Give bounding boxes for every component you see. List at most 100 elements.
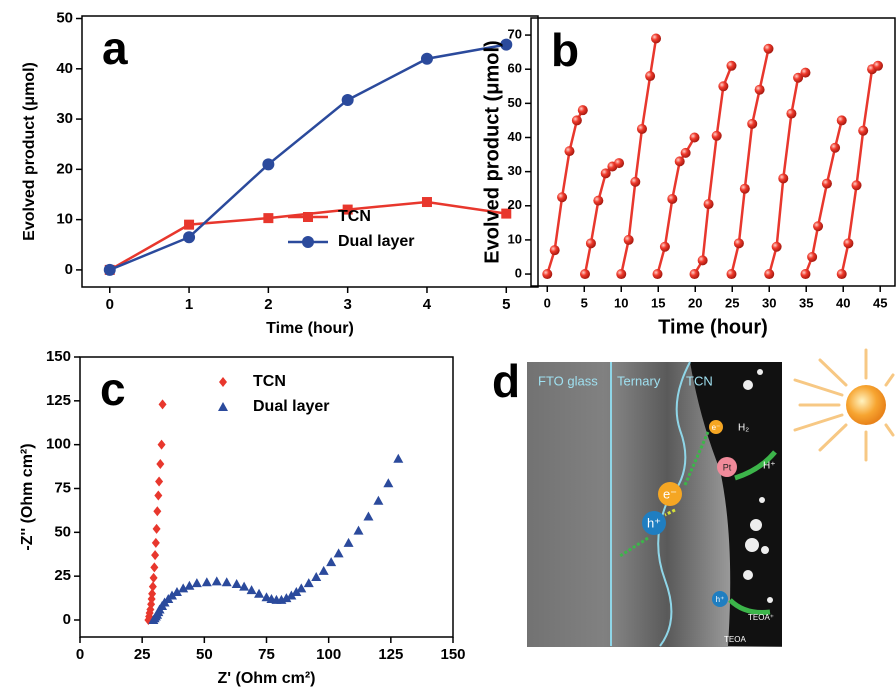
marker (363, 511, 374, 521)
x-tick-label: 75 (258, 646, 275, 663)
marker (303, 578, 314, 588)
marker (281, 593, 292, 603)
marker (156, 458, 165, 469)
series-line (583, 161, 620, 275)
marker (830, 142, 841, 153)
marker (150, 562, 159, 573)
marker (171, 586, 182, 596)
layer-label: Ternary (617, 373, 661, 388)
marker (341, 93, 354, 106)
series-line (730, 48, 770, 275)
bubble (745, 538, 759, 552)
marker (667, 193, 678, 204)
marker (843, 238, 854, 249)
y-tick-label: 125 (46, 392, 71, 409)
marker (148, 581, 157, 592)
x-tick-label: 5 (502, 296, 510, 313)
marker (851, 180, 862, 191)
marker (800, 269, 811, 280)
x-tick-label: 20 (688, 295, 702, 310)
y-tick-label: 150 (46, 348, 71, 365)
y-tick-label: 50 (508, 95, 522, 110)
marker (793, 72, 804, 83)
legend-label: TCN (338, 208, 371, 225)
layer-label: TCN (686, 373, 713, 388)
marker (571, 115, 582, 126)
series-line (693, 65, 733, 275)
marker (149, 572, 158, 583)
transfer-arrow (664, 508, 676, 517)
ray (818, 423, 848, 452)
marker (262, 158, 275, 171)
y-tick-label: 60 (508, 61, 522, 76)
x-tick-label: 45 (873, 295, 887, 310)
marker (153, 506, 162, 517)
marker (557, 192, 568, 203)
marker (420, 52, 433, 65)
x-tick-label: 0 (106, 296, 114, 313)
series-line (109, 43, 507, 272)
y-tick-label: 25 (54, 567, 71, 584)
electron-label: e⁻ (712, 423, 721, 432)
panel-label: d (492, 355, 520, 407)
arrow (734, 450, 777, 481)
y-tick-label: 50 (54, 523, 71, 540)
ray (884, 373, 895, 387)
marker (263, 213, 274, 224)
marker (652, 269, 663, 280)
reactant-label: H⁺ (763, 461, 776, 472)
marker (718, 81, 729, 92)
marker (311, 572, 322, 582)
marker (151, 550, 160, 561)
chart-panel: 0 25 50 75 100 125 150 0 25 50 75 100 125 150 Z' (Ohm … (19, 348, 465, 687)
bubble (750, 519, 762, 531)
panel-label: c (100, 363, 126, 415)
bubble (757, 369, 763, 375)
marker (393, 453, 404, 463)
marker (148, 588, 157, 599)
x-tick-label: 25 (134, 646, 151, 663)
marker (786, 108, 797, 119)
marker (697, 255, 708, 266)
marker (549, 245, 560, 256)
ray (793, 378, 844, 397)
series-line (620, 38, 658, 275)
diagram-panel: FTO glass Ternary TCN e⁻ h⁺ e⁻ Pt h⁺ H₂ … (492, 348, 895, 647)
x-tick-label: 100 (316, 646, 341, 663)
bubble (759, 497, 765, 503)
marker (184, 580, 195, 590)
y-tick-label: 20 (508, 197, 522, 212)
x-tick-label: 4 (423, 296, 432, 313)
arrow (728, 598, 771, 615)
bubbles (743, 369, 773, 603)
marker (211, 576, 222, 586)
marker (183, 231, 196, 244)
marker (821, 178, 832, 189)
product-label: H₂ (738, 423, 749, 434)
marker (231, 579, 242, 589)
y-tick-label: 10 (508, 231, 522, 246)
x-tick-label: 125 (378, 646, 403, 663)
y-tick-label: 40 (508, 129, 522, 144)
product-label: TEOA⁺ (748, 613, 774, 622)
hole-label: h⁺ (647, 515, 661, 530)
x-tick-label: 5 (581, 295, 588, 310)
plot-frame (530, 17, 896, 287)
marker (542, 269, 553, 280)
legend-label: Dual layer (338, 233, 414, 250)
marker (858, 125, 869, 136)
x-tick-label: 40 (836, 295, 850, 310)
electron-icon (709, 420, 723, 434)
x-tick-label: 3 (343, 296, 351, 313)
marker (167, 590, 178, 600)
y-tick-label: 75 (54, 479, 71, 496)
hole-label: h⁺ (716, 595, 725, 604)
marker (813, 221, 824, 232)
marker (103, 263, 116, 276)
legend-label: TCN (253, 373, 286, 390)
marker (501, 208, 512, 219)
marker (680, 147, 691, 158)
marker (296, 583, 307, 593)
pt-label: Pt (723, 462, 732, 472)
